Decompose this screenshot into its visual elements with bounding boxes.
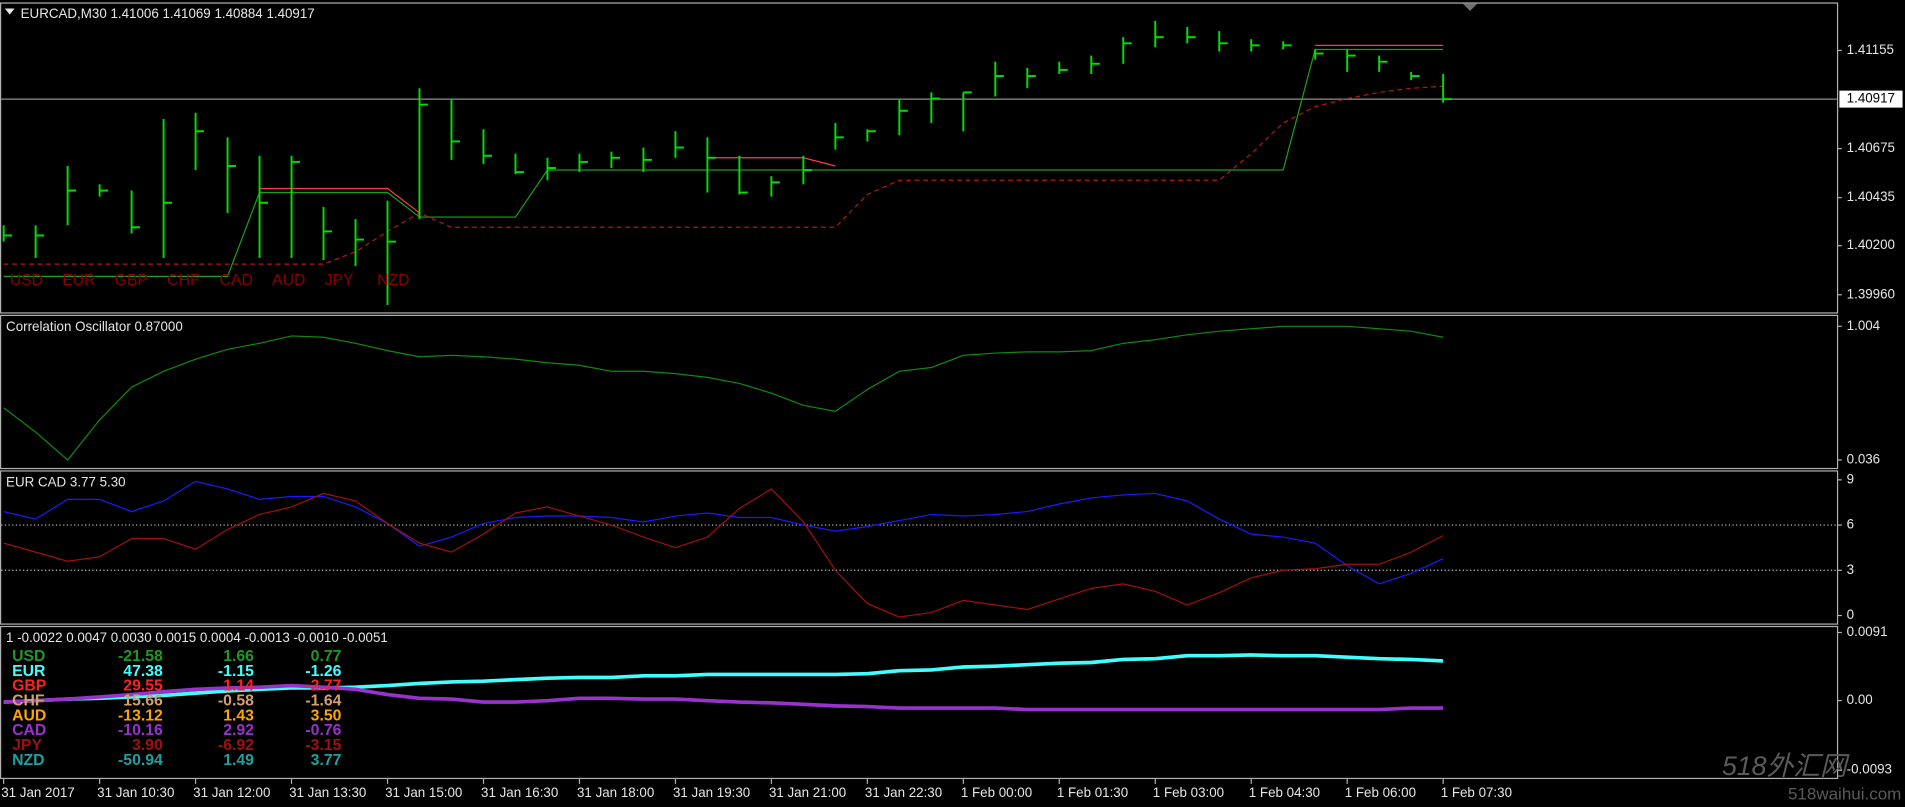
x-tick-label: 31 Jan 10:30 (97, 785, 174, 800)
menu-arrow[interactable] (4, 8, 15, 15)
x-tick-label: 31 Jan 16:30 (481, 785, 558, 800)
shift-marker (1462, 3, 1478, 11)
series-line (3, 653, 1444, 704)
table-cell: 3.50 (311, 707, 342, 724)
current-price-label: 1.40917 (1847, 91, 1895, 106)
table-cell: 47.38 (123, 663, 163, 680)
pane-title: 1 -0.0022 0.0047 0.0030 0.0015 0.0004 -0… (6, 630, 388, 645)
table-cell: -1.26 (305, 663, 341, 680)
watermark-url: 518waihui.com (1788, 784, 1901, 803)
y-tick-label: -0.0093 (1847, 762, 1892, 777)
table-cell: 3.77 (311, 752, 342, 769)
x-tick-label: 1 Feb 03:00 (1153, 785, 1224, 800)
currency-label: GBP (115, 272, 148, 289)
table-cell: 1.43 (223, 707, 254, 724)
y-tick-label: 1.41155 (1847, 42, 1894, 57)
x-tick-label: 31 Jan 18:00 (577, 785, 654, 800)
currency-label: JPY (325, 272, 354, 289)
y-tick-label: 0.00 (1847, 692, 1873, 707)
x-tick-label: 31 Jan 21:00 (769, 785, 846, 800)
y-tick-label: 1.004 (1847, 318, 1881, 333)
table-cell: 0.77 (311, 648, 342, 665)
currency-label: EUR (62, 272, 95, 289)
table-cell: -50.94 (118, 752, 163, 769)
table-cell: -1.15 (218, 663, 254, 680)
table-cell: 29.55 (123, 678, 163, 695)
table-cell: 3.90 (132, 737, 163, 754)
currency-pane-frame (0, 625, 1839, 780)
y-tick-label: 9 (1847, 471, 1854, 486)
table-cell: 2.92 (223, 722, 254, 739)
series-line (3, 325, 1444, 461)
series-line (3, 683, 1444, 712)
main-pane-frame (0, 2, 1839, 314)
table-cell: 15.66 (123, 693, 163, 710)
x-tick-label: 31 Jan 13:30 (289, 785, 366, 800)
table-cell: JPY (12, 737, 42, 754)
x-tick-label: 31 Jan 15:00 (385, 785, 462, 800)
table-cell: -0.58 (218, 693, 254, 710)
series-line (3, 480, 1444, 585)
chart-title: EURCAD,M30 1.41006 1.41069 1.40884 1.409… (21, 6, 315, 21)
y-tick-label: 3 (1847, 562, 1854, 577)
table-cell: -21.58 (118, 648, 163, 665)
indicator-line (3, 48, 1444, 277)
oscillator-pane-frame (0, 314, 1839, 470)
currency-label: NZD (377, 272, 409, 289)
pane-title: Correlation Oscillator 0.87000 (6, 319, 183, 334)
table-cell: 1.66 (223, 648, 254, 665)
x-tick-label: 1 Feb 06:00 (1345, 785, 1416, 800)
x-tick-label: 31 Jan 12:00 (193, 785, 270, 800)
watermark-title: 518外汇网 (1722, 751, 1850, 781)
table-cell: USD (12, 648, 45, 665)
x-tick-label: 31 Jan 22:30 (865, 785, 942, 800)
table-cell: -1.64 (305, 693, 341, 710)
table-cell: -6.92 (218, 737, 254, 754)
currency-label: AUD (272, 272, 305, 289)
strength-pane-frame (0, 470, 1839, 625)
table-cell: AUD (12, 707, 46, 724)
pane-title: EUR CAD 3.77 5.30 (6, 475, 126, 490)
table-cell: CHF (12, 693, 45, 710)
x-tick-label: 1 Feb 01:30 (1057, 785, 1128, 800)
table-cell: GBP (12, 678, 46, 695)
table-cell: -3.15 (305, 737, 341, 754)
y-tick-label: 1.40675 (1847, 140, 1895, 155)
table-cell: -2.77 (305, 678, 341, 695)
y-tick-label: 1.40435 (1847, 189, 1895, 204)
currency-label: CHF (167, 272, 200, 289)
table-cell: NZD (12, 752, 44, 769)
table-cell: -0.76 (305, 722, 341, 739)
table-cell: -10.16 (118, 722, 163, 739)
x-tick-label: 1 Feb 04:30 (1249, 785, 1320, 800)
table-cell: CAD (12, 722, 46, 739)
x-tick-label: 31 Jan 19:30 (673, 785, 750, 800)
y-tick-label: 1.40200 (1847, 237, 1895, 252)
indicator-line (259, 44, 1444, 214)
table-cell: 1.14 (223, 678, 254, 695)
y-tick-label: 6 (1847, 517, 1854, 532)
current-price-box (1839, 90, 1903, 108)
series-line (3, 488, 1444, 618)
currency-label: CAD (220, 272, 253, 289)
table-cell: -13.12 (118, 707, 163, 724)
y-tick-label: 0 (1847, 607, 1854, 622)
x-tick-label: 1 Feb 07:30 (1441, 785, 1512, 800)
table-cell: EUR (12, 663, 46, 680)
table-cell: 1.49 (223, 752, 254, 769)
x-tick-label: 31 Jan 2017 (1, 785, 75, 800)
y-tick-label: 0.036 (1847, 451, 1880, 466)
y-tick-label: 0.0091 (1847, 624, 1888, 639)
indicator-line (3, 85, 1444, 265)
x-tick-label: 1 Feb 00:00 (961, 785, 1032, 800)
currency-label: USD (10, 272, 43, 289)
y-tick-label: 1.39960 (1847, 286, 1895, 301)
